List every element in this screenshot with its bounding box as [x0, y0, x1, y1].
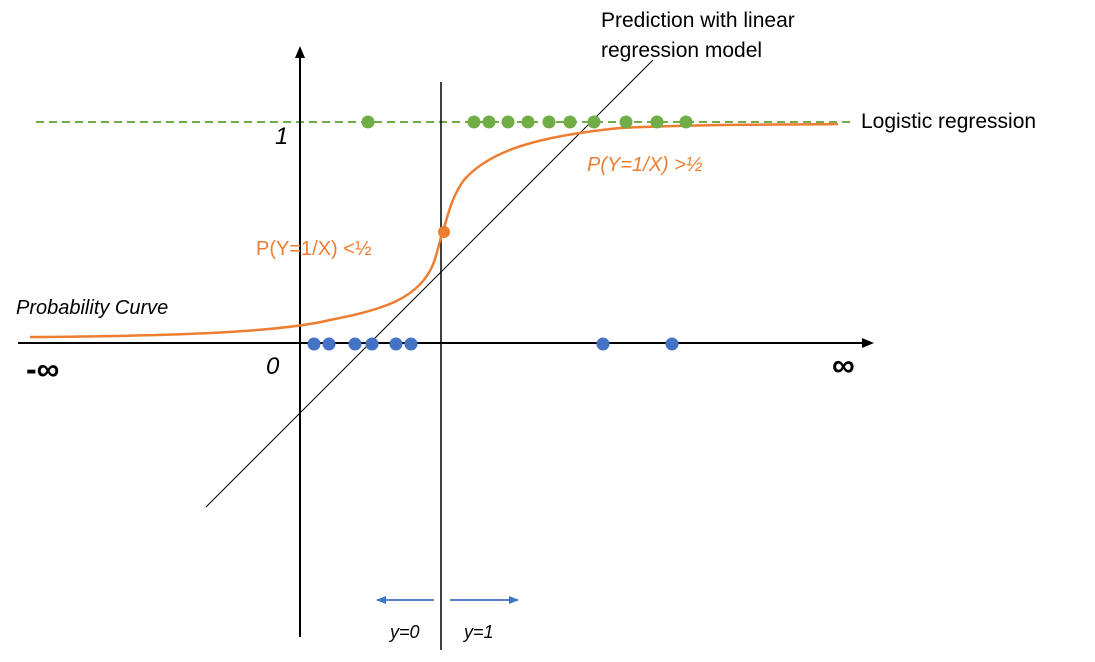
- green-dot: [587, 115, 601, 129]
- blue-dot: [322, 337, 336, 351]
- green-dot: [650, 115, 664, 129]
- green-dot: [542, 115, 556, 129]
- y-zero-region-label: y=0: [388, 622, 420, 642]
- neg-infinity-label: -∞: [26, 351, 59, 387]
- blue-dot: [596, 337, 610, 351]
- linear-model-label-line1: Prediction with linear: [601, 9, 795, 32]
- green-dot: [467, 115, 481, 129]
- green-dots: [361, 115, 693, 129]
- blue-dot: [665, 337, 679, 351]
- prob-above-half-label: P(Y=1/X) >½: [587, 154, 703, 176]
- blue-dot: [404, 337, 418, 351]
- y-one-region-label: y=1: [462, 622, 494, 642]
- linear-model-label-line2: regression model: [601, 39, 762, 62]
- pos-infinity-label: ∞: [832, 347, 855, 383]
- green-dot: [361, 115, 375, 129]
- blue-dots: [307, 337, 679, 351]
- midpoint-dot: [438, 226, 450, 238]
- blue-dot: [365, 337, 379, 351]
- blue-dot: [348, 337, 362, 351]
- blue-dot: [389, 337, 403, 351]
- logistic-regression-label: Logistic regression: [861, 110, 1036, 133]
- blue-dot: [307, 337, 321, 351]
- prob-below-half-label: P(Y=1/X) <½: [256, 238, 372, 260]
- green-dot: [482, 115, 496, 129]
- green-dot: [501, 115, 515, 129]
- linear-regression-line: [205, 59, 654, 508]
- green-dot: [619, 115, 633, 129]
- y-one-tick-label: 1: [275, 123, 288, 150]
- probability-curve-label: Probability Curve: [16, 297, 168, 319]
- green-dot: [679, 115, 693, 129]
- green-dot: [563, 115, 577, 129]
- origin-label: 0: [266, 353, 280, 380]
- green-dot: [521, 115, 535, 129]
